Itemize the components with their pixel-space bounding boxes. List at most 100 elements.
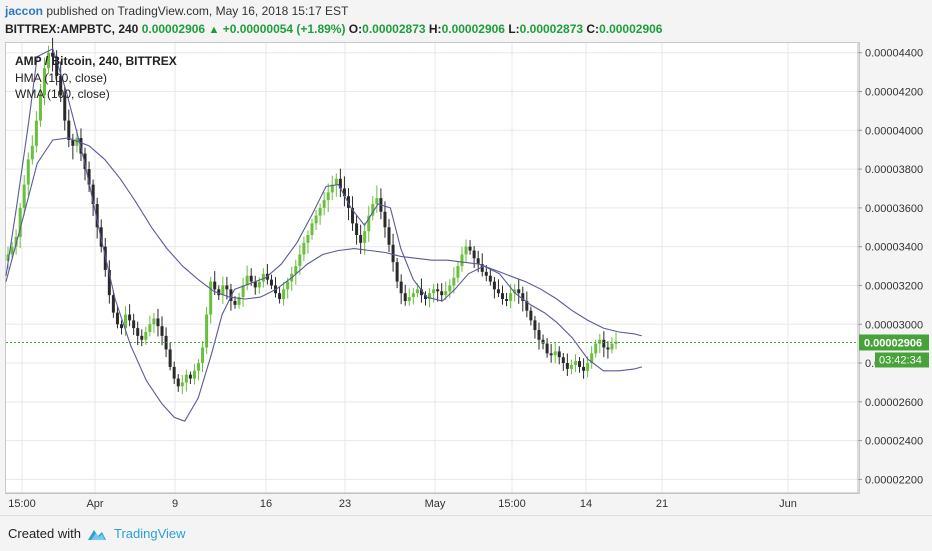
price-chart[interactable]: 0.000022000.000024000.000026000.00002800…: [0, 0, 932, 515]
candle-body: [233, 300, 237, 305]
candle-body: [549, 353, 553, 356]
y-tick-label: 0.00004400: [865, 48, 923, 60]
candle-body: [537, 330, 541, 340]
candle-body: [448, 285, 452, 292]
high-value: 0.00002906: [441, 22, 505, 36]
candle-body: [598, 339, 602, 344]
candle-body: [355, 223, 359, 236]
candle-body: [310, 223, 314, 236]
candle-body: [444, 291, 448, 296]
last-price: 0.00002906: [141, 22, 206, 36]
publish-line: jaccon published on TradingView.com, May…: [5, 4, 348, 18]
candle-body: [213, 281, 217, 290]
candle-body: [87, 169, 91, 185]
tradingview-cloud-icon[interactable]: [84, 526, 108, 547]
up-triangle-icon: ▲: [208, 24, 220, 36]
candle-body: [590, 353, 594, 364]
countdown-tag: [875, 352, 929, 368]
candle-body: [525, 300, 529, 311]
candle-body: [541, 339, 545, 344]
candle-body: [192, 370, 196, 379]
x-tick-label: 15:00: [498, 498, 526, 510]
candle-body: [144, 332, 148, 340]
candle-body: [460, 254, 464, 267]
candle-body: [79, 138, 83, 154]
candle-body: [128, 314, 132, 321]
candle-body: [561, 357, 565, 364]
current-price-label: 0.00002906: [864, 337, 922, 349]
candle-body: [436, 289, 440, 292]
candle-body: [545, 343, 549, 354]
candle-body: [533, 320, 537, 331]
candle-body: [148, 324, 152, 333]
candle-body: [419, 289, 423, 296]
legend-hma[interactable]: HMA (100, close): [15, 70, 108, 85]
candle-body: [42, 68, 46, 96]
candle-body: [415, 289, 419, 294]
candle-body: [318, 207, 322, 216]
candle-body: [432, 289, 436, 294]
symbol-ohlc-line: BITTREX:AMPBTC, 240 0.00002906 ▲ +0.0000…: [5, 22, 662, 36]
candle-body: [606, 347, 610, 350]
candle-body: [59, 75, 63, 96]
candle-body: [111, 295, 115, 313]
candle-body: [83, 153, 87, 170]
candle-body: [517, 289, 521, 294]
candle-body: [55, 56, 59, 76]
candle-body: [472, 250, 476, 259]
chart-legend: AMP / Bitcoin, 240, BITTREX HMA (100, cl…: [15, 53, 177, 103]
candle-body: [188, 374, 192, 379]
symbol-label: BITTREX:AMPBTC, 240: [5, 22, 139, 36]
candle-body: [221, 285, 225, 296]
candle-body: [278, 293, 282, 300]
candle-body: [10, 246, 14, 255]
low-value: 0.00002873: [519, 22, 584, 36]
candle-body: [34, 120, 38, 146]
y-tick-label: 0.00002400: [865, 436, 923, 448]
candle-body: [496, 289, 500, 294]
candle-body: [107, 269, 111, 296]
current-price-tag: [859, 334, 929, 351]
candle-body: [513, 289, 517, 294]
candle-body: [30, 145, 34, 160]
candle-body: [26, 159, 30, 185]
candle-body: [484, 271, 488, 276]
candle-body: [261, 273, 265, 282]
created-with-text: Created with: [8, 526, 81, 541]
candle-body: [375, 198, 379, 204]
candle-body: [51, 52, 55, 57]
candle-body: [573, 361, 577, 365]
candle-body: [505, 299, 509, 301]
candle-body: [423, 295, 427, 300]
open-label: O:: [348, 22, 363, 36]
tradingview-brand-link[interactable]: TradingView: [114, 526, 186, 541]
countdown-label: 03:42:34: [879, 354, 922, 366]
x-tick-label: Apr: [86, 498, 103, 510]
candle-body: [257, 281, 261, 288]
candle-body: [371, 203, 375, 216]
x-tick-label: 16: [260, 498, 272, 510]
y-tick-label: 0.00004200: [865, 86, 923, 98]
y-tick-label: 0.00003400: [865, 242, 923, 254]
candle-body: [342, 188, 346, 197]
candle-body: [411, 293, 415, 298]
candle-body: [330, 184, 334, 193]
candle-body: [391, 244, 395, 263]
x-tick-label: 23: [339, 498, 351, 510]
legend-wma[interactable]: WMA (100, close): [15, 87, 110, 101]
x-tick-label: 21: [656, 498, 668, 510]
publisher-username[interactable]: jaccon: [5, 4, 44, 18]
candle-body: [440, 291, 444, 296]
candle-body: [602, 339, 606, 348]
candle-body: [71, 139, 75, 146]
wma-line: [5, 137, 643, 337]
candle-body: [501, 293, 505, 300]
candle-body: [294, 266, 298, 274]
candle-body: [95, 203, 99, 228]
candle-body: [184, 374, 188, 383]
legend-symbol: AMP / Bitcoin, 240, BITTREX: [15, 54, 177, 68]
x-tick-label: May: [425, 498, 446, 510]
candle-body: [115, 312, 119, 325]
y-tick-label: 0.00004000: [865, 125, 923, 137]
candle-body: [383, 211, 387, 228]
